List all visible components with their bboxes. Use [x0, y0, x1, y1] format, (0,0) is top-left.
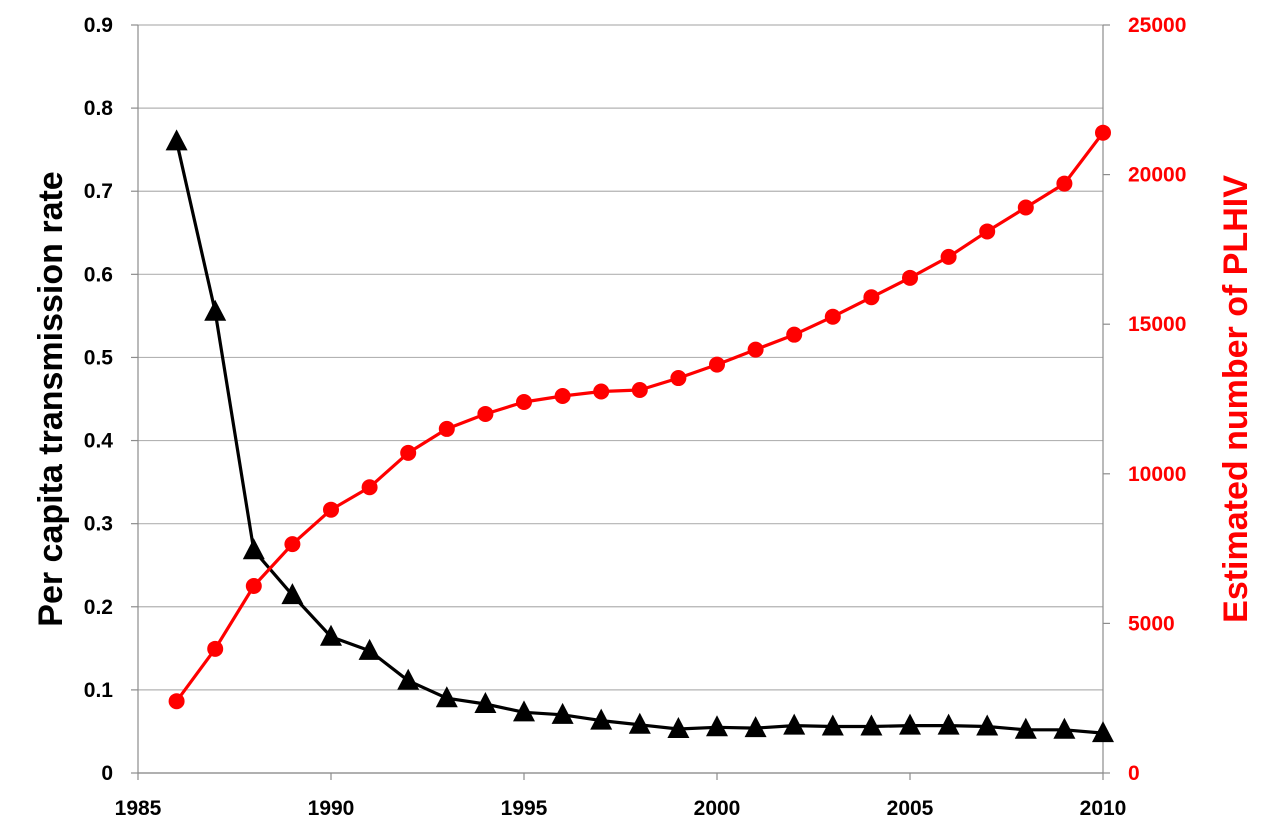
axes: [131, 24, 1110, 780]
data-point-circle: [593, 383, 610, 400]
y-tick-label-right: 10000: [1128, 463, 1186, 486]
data-point-triangle: [783, 713, 806, 735]
data-point-triangle: [204, 299, 227, 321]
data-point-circle: [438, 420, 455, 437]
data-point-triangle: [628, 712, 651, 734]
tick-labels: 0 0.1 0.2 0.3 0.4 0.5 0.6 0.7 0.8 0.9 0 5000 10000 15…: [84, 14, 1187, 820]
data-point-circle: [1017, 199, 1034, 216]
data-point-triangle: [976, 714, 999, 736]
data-point-triangle: [320, 624, 342, 646]
x-tick-label: 2000: [694, 797, 741, 820]
series-2: [168, 124, 1111, 710]
x-tick-label: 1995: [501, 797, 548, 820]
y-tick-label-right: 0: [1128, 762, 1140, 785]
data-point-circle: [824, 308, 841, 325]
data-point-circle: [361, 479, 378, 496]
y-tick-label-left: 0.6: [84, 263, 113, 286]
y-tick-label-right: 20000: [1128, 164, 1186, 187]
data-point-circle: [284, 536, 301, 553]
series-1: [165, 129, 1114, 743]
data-point-circle: [631, 382, 648, 399]
x-tick-label: 2005: [887, 797, 934, 820]
y-tick-label-left: 0.9: [84, 14, 113, 37]
data-point-circle: [323, 501, 339, 518]
data-point-triangle: [667, 716, 690, 738]
data-point-triangle: [397, 668, 420, 690]
data-point-triangle: [706, 715, 728, 737]
data-point-triangle: [281, 583, 304, 605]
data-point-triangle: [474, 692, 497, 714]
data-point-circle: [940, 248, 957, 265]
y-tick-label-right: 25000: [1128, 14, 1186, 37]
data-point-circle: [516, 393, 532, 410]
data-point-triangle: [551, 702, 574, 724]
data-point-circle: [747, 341, 764, 358]
y-tick-label-right: 15000: [1128, 313, 1186, 336]
data-point-triangle: [1092, 721, 1114, 743]
y-tick-label-left: 0.7: [84, 180, 113, 203]
data-point-circle: [786, 326, 803, 343]
y-tick-label-left: 0.8: [84, 97, 114, 120]
data-point-triangle: [590, 708, 613, 730]
series-line-1: [175, 141, 1104, 735]
data-point-circle: [554, 388, 571, 405]
data-point-triangle: [513, 700, 535, 722]
y-axis-title-left: Per capita transmission rate: [32, 171, 70, 626]
data-point-triangle: [165, 129, 188, 151]
data-point-circle: [1056, 175, 1073, 192]
data-point-triangle: [358, 638, 381, 660]
data-point-triangle: [899, 713, 921, 735]
data-point-circle: [979, 223, 996, 240]
data-point-triangle: [821, 714, 844, 736]
data-point-circle: [902, 269, 918, 286]
data-point-triangle: [937, 713, 960, 735]
data-point-circle: [670, 370, 687, 387]
y-tick-label-left: 0.3: [84, 513, 113, 536]
y-axis-title-right: Estimated number of PLHIV: [1217, 175, 1255, 623]
data-point-circle: [400, 444, 417, 461]
x-tick-label: 1985: [115, 797, 162, 820]
data-point-triangle: [435, 686, 458, 708]
y-tick-label-left: 0.2: [84, 596, 113, 619]
data-point-triangle: [1014, 717, 1037, 739]
data-point-triangle: [1053, 717, 1076, 739]
y-tick-label-right: 5000: [1128, 612, 1175, 635]
data-point-circle: [207, 640, 224, 657]
data-point-circle: [709, 356, 725, 373]
data-point-triangle: [242, 538, 265, 560]
x-tick-label: 1990: [308, 797, 355, 820]
y-tick-label-left: 0.5: [84, 346, 114, 369]
data-point-circle: [245, 578, 262, 594]
data-point-circle: [863, 289, 880, 306]
y-tick-label-left: 0: [101, 762, 113, 785]
series-line-2: [175, 131, 1105, 703]
gridlines: [138, 24, 1103, 774]
data-point-circle: [168, 693, 185, 710]
data-point-circle: [1095, 124, 1111, 141]
x-tick-label: 2010: [1080, 797, 1127, 820]
series: [165, 124, 1114, 743]
y-tick-label-left: 0.4: [84, 430, 114, 453]
data-point-triangle: [860, 714, 883, 736]
data-point-circle: [477, 405, 494, 422]
data-point-triangle: [744, 716, 767, 738]
y-tick-label-left: 0.1: [84, 679, 114, 702]
